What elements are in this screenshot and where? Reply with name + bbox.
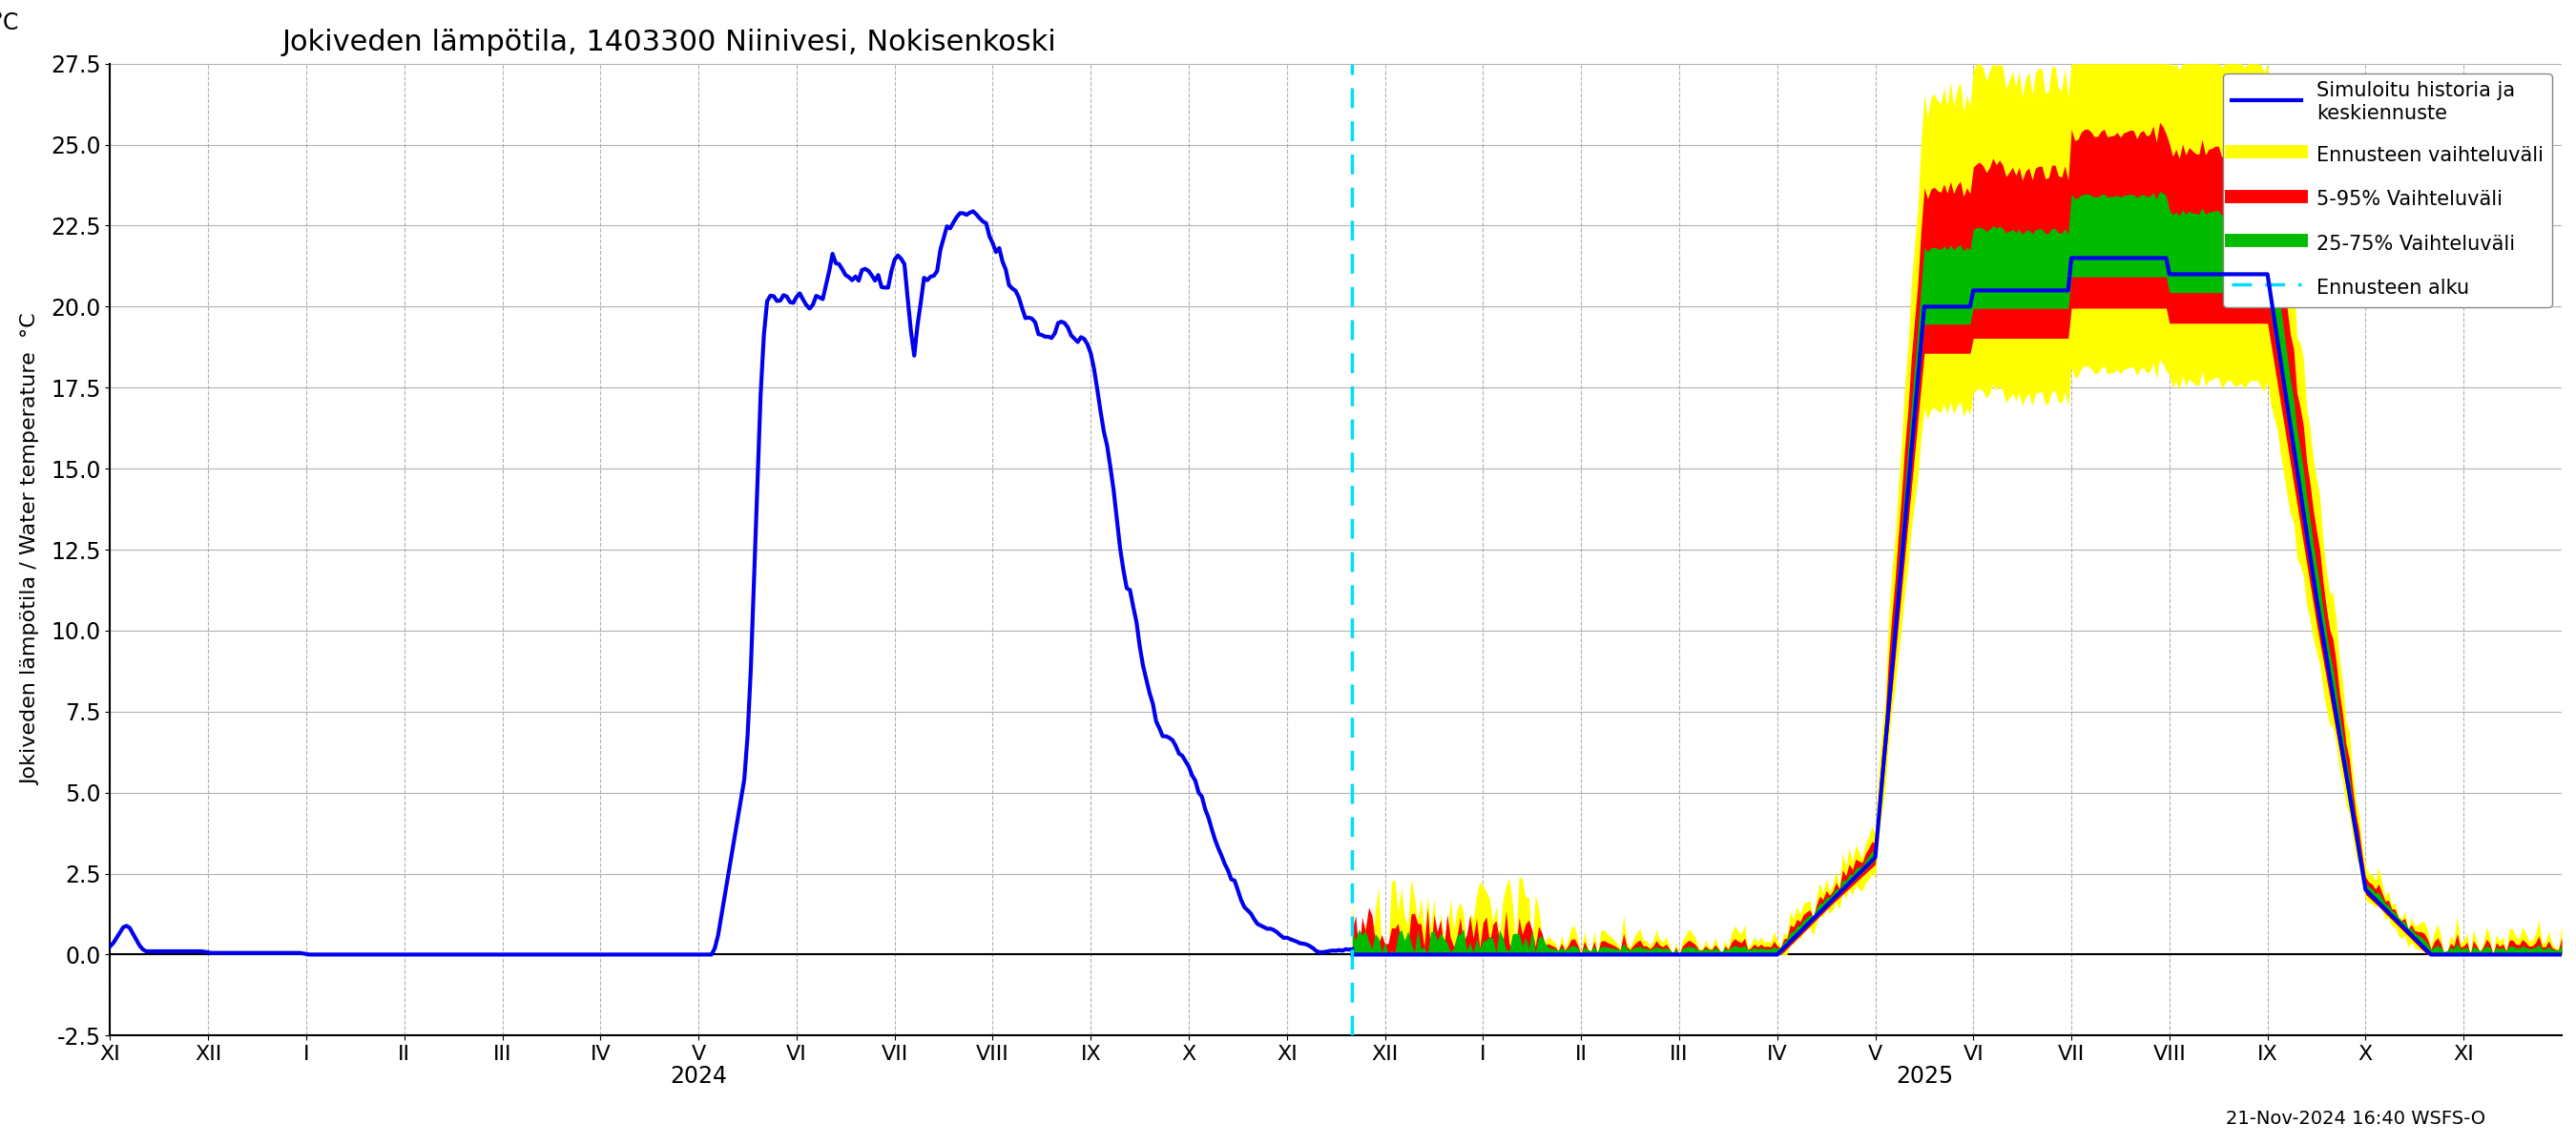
Y-axis label: Jokiveden lämpötila / Water temperature  °C: Jokiveden lämpötila / Water temperature … <box>21 314 41 785</box>
Text: Jokiveden lämpötila, 1403300 Niinivesi, Nokisenkoski: Jokiveden lämpötila, 1403300 Niinivesi, … <box>281 29 1056 56</box>
Text: °C: °C <box>0 11 21 34</box>
Text: 21-Nov-2024 16:40 WSFS-O: 21-Nov-2024 16:40 WSFS-O <box>2226 1110 2486 1128</box>
Text: 2025: 2025 <box>1896 1065 1953 1088</box>
Legend: Simuloitu historia ja
keskiennuste, Ennusteen vaihteluväli, 5-95% Vaihteluväli, : Simuloitu historia ja keskiennuste, Ennu… <box>2223 73 2553 307</box>
Text: 2024: 2024 <box>670 1065 726 1088</box>
